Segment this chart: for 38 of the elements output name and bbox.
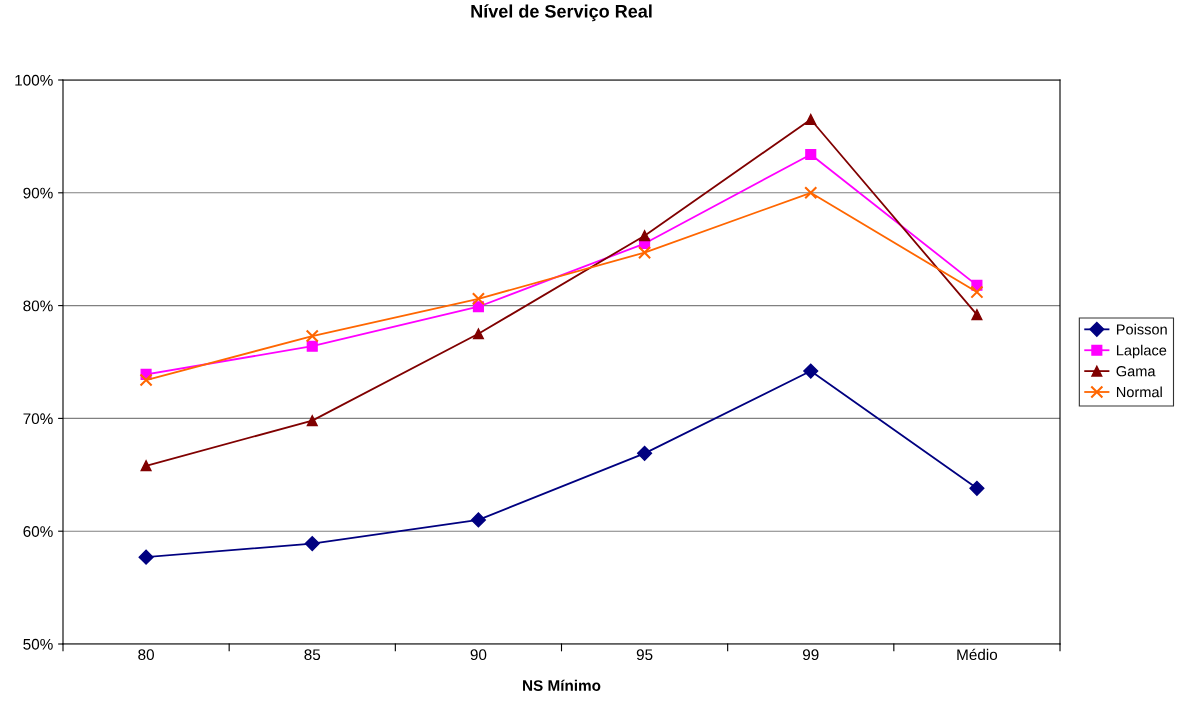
y-tick-label: 80% [23, 300, 53, 312]
x-axis-title: NS Mínimo [523, 679, 601, 691]
point [138, 549, 154, 565]
y-tick-label: 60% [23, 526, 53, 537]
point [803, 363, 819, 379]
y-tick-label: 100% [15, 74, 53, 86]
point [304, 536, 320, 552]
point [470, 512, 486, 528]
point [805, 148, 817, 161]
legend-label: Gama [1116, 366, 1156, 377]
y-tick-label: 70% [23, 413, 53, 425]
legend-label: Poisson [1116, 323, 1167, 335]
x-tick-label: 90 [470, 649, 487, 661]
x-tick-label: Médio [957, 648, 998, 661]
point [306, 415, 318, 427]
point [637, 245, 652, 260]
point [305, 329, 319, 343]
x-tick-label: 85 [304, 649, 321, 661]
point [971, 309, 983, 321]
legend-label: Laplace [1116, 344, 1167, 359]
point [637, 445, 653, 461]
point [139, 373, 153, 387]
point [471, 292, 486, 306]
point [804, 186, 818, 200]
point [472, 328, 484, 340]
x-tick-label: 99 [802, 649, 819, 661]
point [969, 480, 985, 496]
y-tick-label: 50% [23, 638, 53, 650]
point [639, 230, 651, 242]
y-tick-label: 90% [23, 187, 53, 199]
chart-title: Nível de Serviço Real [471, 4, 652, 22]
point [805, 113, 817, 126]
point [970, 285, 984, 299]
point [140, 460, 152, 472]
x-tick-label: 80 [138, 649, 154, 661]
legend-label: Normal [1116, 386, 1162, 398]
x-tick-label: 95 [636, 649, 653, 661]
point [306, 340, 318, 352]
